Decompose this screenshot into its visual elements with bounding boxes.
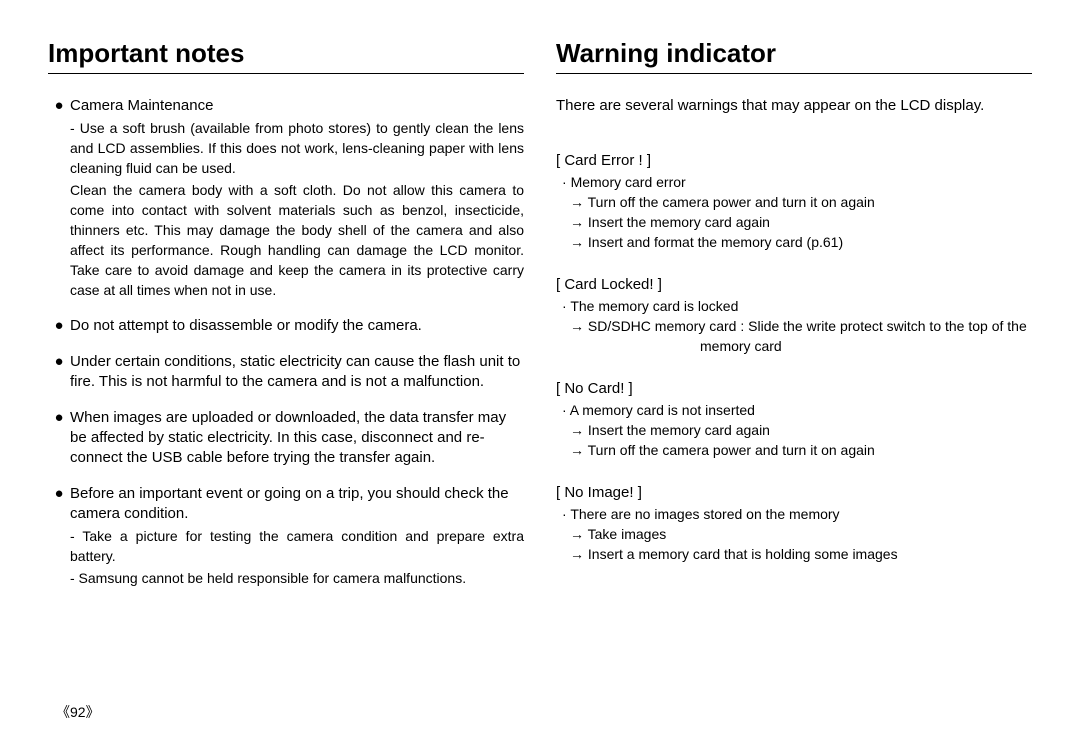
right-column: Warning indicator There are several warn… [540, 38, 1032, 726]
warning-block: [ Card Error ! ] Memory card error Turn … [556, 150, 1032, 252]
page: Important notes ● Camera Maintenance - U… [0, 0, 1080, 746]
warning-desc: A memory card is not inserted [556, 400, 1032, 420]
warning-arrow: Insert the memory card again [556, 212, 1032, 232]
note-content: Under certain conditions, static electri… [70, 352, 524, 392]
warning-arrow: Insert a memory card that is holding som… [556, 544, 1032, 564]
note-title: Before an important event or going on a … [70, 484, 524, 524]
note-item: ● Do not attempt to disassemble or modif… [48, 316, 524, 336]
bullet-icon: ● [48, 408, 70, 468]
warning-block: [ No Image! ] There are no images stored… [556, 482, 1032, 564]
note-subline: - Samsung cannot be held responsible for… [70, 568, 524, 588]
note-subline: Clean the camera body with a soft cloth.… [70, 180, 524, 300]
warning-intro: There are several warnings that may appe… [556, 96, 1032, 116]
warning-title: [ No Image! ] [556, 482, 1032, 504]
left-column: Important notes ● Camera Maintenance - U… [48, 38, 540, 726]
warning-title: [ No Card! ] [556, 378, 1032, 400]
warning-desc: The memory card is locked [556, 296, 1032, 316]
warning-title: [ Card Error ! ] [556, 150, 1032, 172]
note-item: ● Before an important event or going on … [48, 484, 524, 588]
warning-indicator-heading: Warning indicator [556, 38, 1032, 74]
note-content: When images are uploaded or downloaded, … [70, 408, 524, 468]
note-content: Before an important event or going on a … [70, 484, 524, 588]
note-item: ● When images are uploaded or downloaded… [48, 408, 524, 468]
bullet-icon: ● [48, 316, 70, 336]
warning-arrow: Insert and format the memory card (p.61) [556, 232, 1032, 252]
warning-desc: There are no images stored on the memory [556, 504, 1032, 524]
page-number: 《92》 [56, 702, 100, 722]
bullet-icon: ● [48, 352, 70, 392]
warning-title: [ Card Locked! ] [556, 274, 1032, 296]
note-item: ● Camera Maintenance - Use a soft brush … [48, 96, 524, 300]
warning-arrow: Take images [556, 524, 1032, 544]
warning-arrow: Insert the memory card again [556, 420, 1032, 440]
bullet-icon: ● [48, 484, 70, 588]
note-subline: - Take a picture for testing the camera … [70, 526, 524, 566]
warning-arrow-continuation: memory card [556, 336, 1032, 356]
bullet-icon: ● [48, 96, 70, 300]
note-content: Camera Maintenance - Use a soft brush (a… [70, 96, 524, 300]
important-notes-heading: Important notes [48, 38, 524, 74]
warning-arrow: SD/SDHC memory card : Slide the write pr… [556, 316, 1032, 336]
warning-arrow: Turn off the camera power and turn it on… [556, 440, 1032, 460]
warning-arrow: Turn off the camera power and turn it on… [556, 192, 1032, 212]
note-title: Camera Maintenance [70, 96, 524, 116]
note-item: ● Under certain conditions, static elect… [48, 352, 524, 392]
warning-block: [ No Card! ] A memory card is not insert… [556, 378, 1032, 460]
warning-block: [ Card Locked! ] The memory card is lock… [556, 274, 1032, 356]
note-subline: - Use a soft brush (available from photo… [70, 118, 524, 178]
note-content: Do not attempt to disassemble or modify … [70, 316, 422, 336]
warning-desc: Memory card error [556, 172, 1032, 192]
